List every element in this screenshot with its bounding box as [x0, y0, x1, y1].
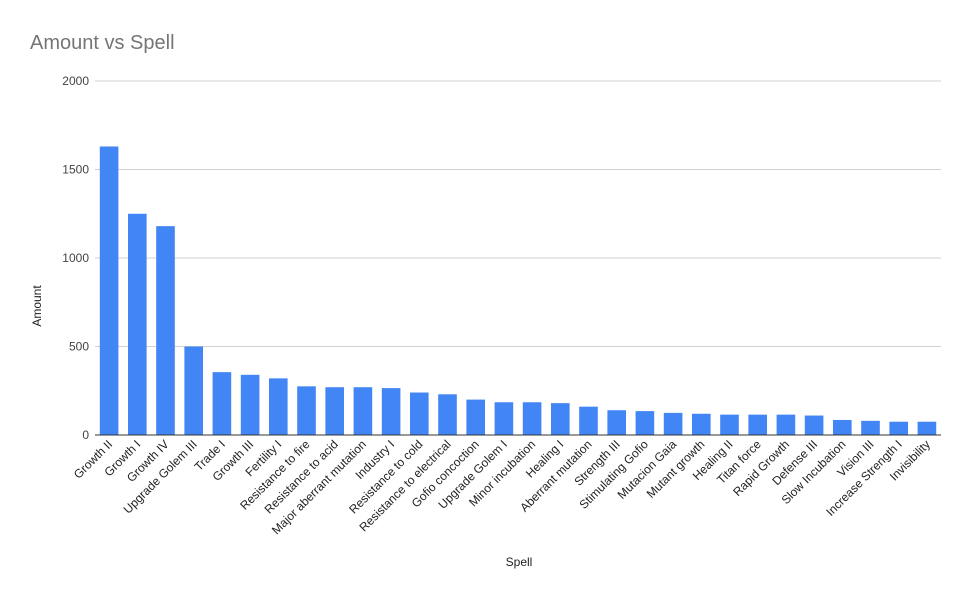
bar [635, 411, 655, 435]
bar [381, 388, 401, 435]
bar [438, 394, 457, 435]
bar [579, 406, 598, 435]
bar [776, 414, 796, 435]
bar [550, 403, 570, 435]
bar [297, 386, 316, 435]
bar [184, 346, 204, 435]
bar [156, 226, 175, 435]
y-tick-label: 0 [82, 428, 89, 442]
x-axis-title: Spell [506, 555, 533, 569]
y-tick-label: 2000 [62, 74, 89, 88]
bar [212, 372, 232, 435]
bar [832, 419, 852, 435]
bar [522, 402, 542, 435]
bar [663, 412, 683, 435]
bar [691, 413, 711, 435]
bar [804, 415, 824, 435]
bar [240, 374, 260, 435]
bar [720, 414, 739, 435]
y-tick-label: 1500 [62, 163, 89, 177]
bar [127, 213, 147, 435]
bar [917, 421, 937, 435]
bar [494, 402, 514, 435]
bar [748, 414, 768, 435]
y-axis-title: Amount [30, 285, 44, 327]
y-tick-label: 1000 [62, 251, 89, 265]
chart-title: Amount vs Spell [30, 32, 175, 54]
bar [268, 378, 288, 435]
y-tick-label: 500 [69, 340, 89, 354]
bar [861, 420, 880, 435]
bar [889, 421, 909, 435]
bar [607, 410, 627, 435]
bar [325, 387, 345, 435]
bar [99, 146, 119, 436]
bar [466, 399, 486, 435]
bar [353, 387, 373, 435]
bar [409, 392, 429, 435]
